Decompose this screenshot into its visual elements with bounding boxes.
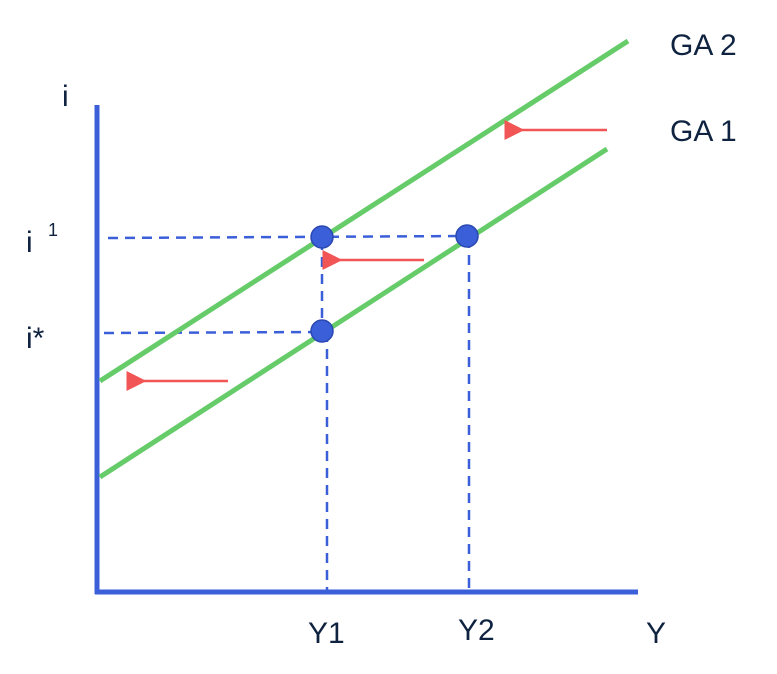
istar-guide xyxy=(103,330,323,335)
point-y1-istar xyxy=(310,319,334,343)
y-axis-label: i xyxy=(62,80,69,113)
ga2-curve xyxy=(98,38,630,384)
point-y2-i1 xyxy=(455,224,479,248)
x-axis-label: Y xyxy=(646,617,666,650)
ga1-curve xyxy=(98,146,609,480)
ga2-label: GA 2 xyxy=(670,29,737,62)
point-y1-i1 xyxy=(310,225,334,249)
y1-label: Y1 xyxy=(308,617,345,650)
istar-label: i* xyxy=(26,322,45,355)
i1-superscript: 1 xyxy=(48,220,58,240)
i1-guide xyxy=(107,234,468,240)
i1-label: i xyxy=(26,226,33,259)
y2-label: Y2 xyxy=(458,614,495,647)
ga1-label: GA 1 xyxy=(670,115,737,148)
